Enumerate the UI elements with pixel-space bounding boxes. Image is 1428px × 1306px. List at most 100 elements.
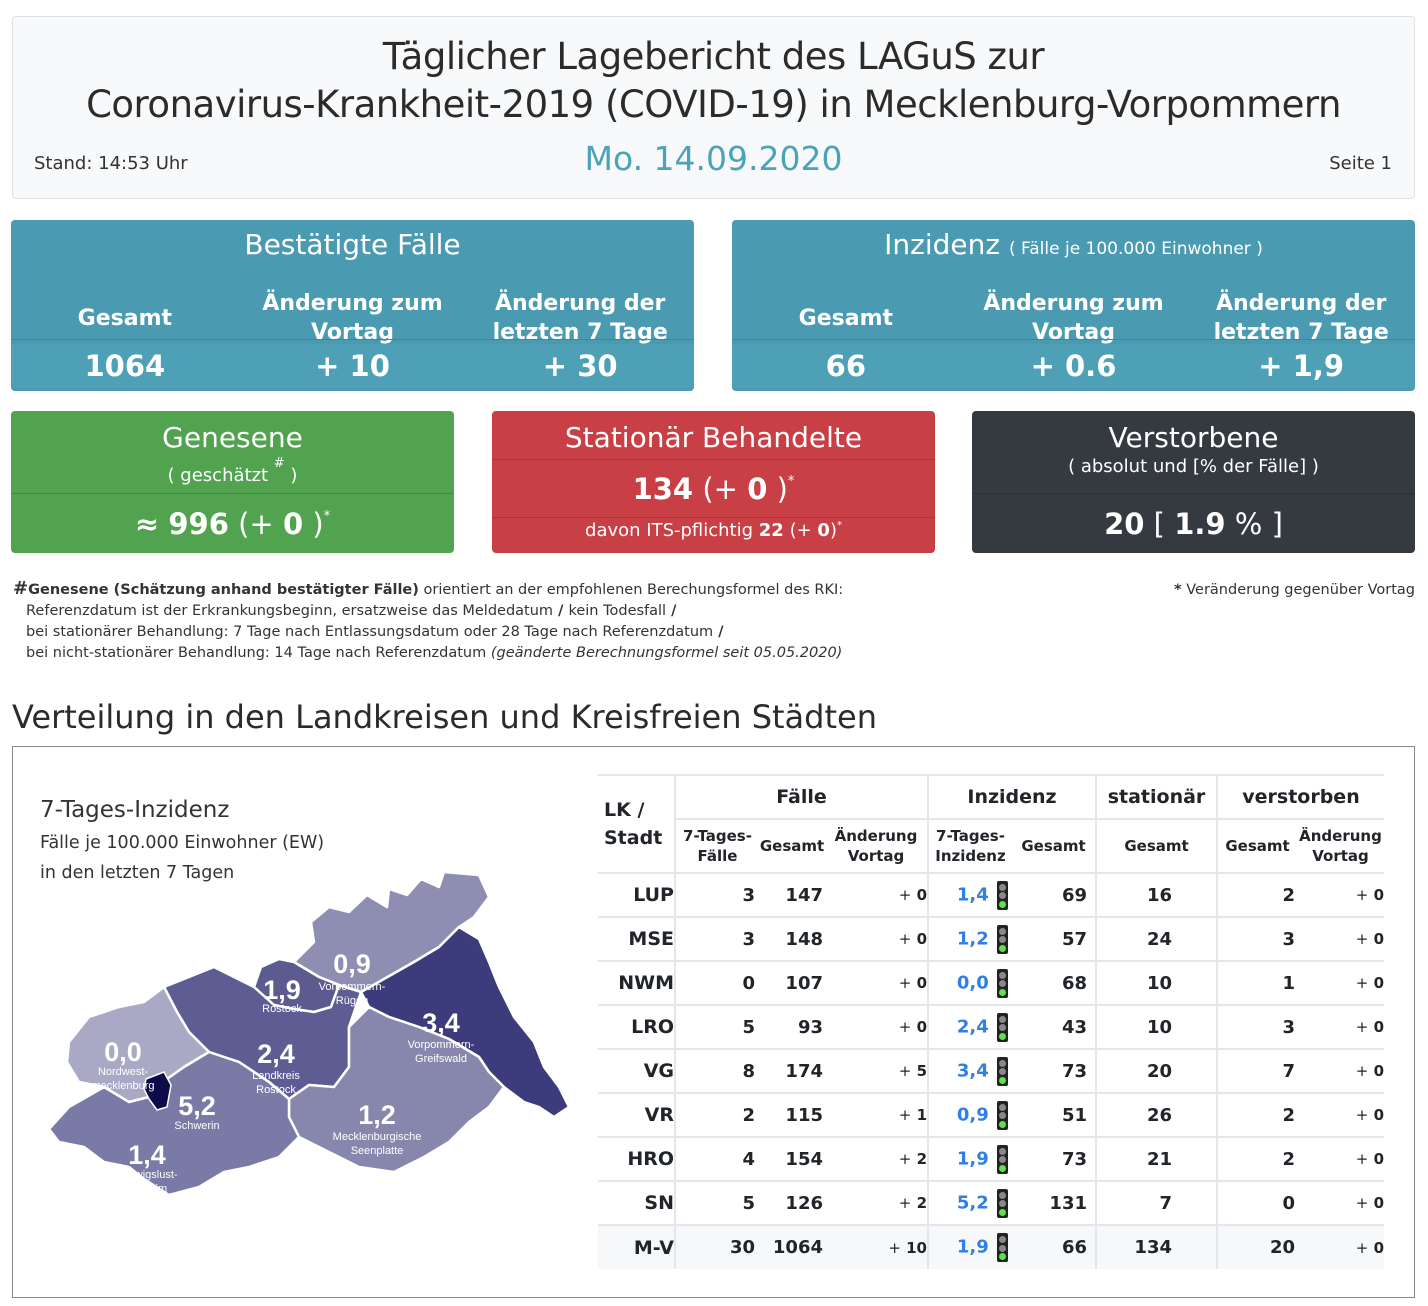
incidence-7days: 1,4 <box>927 872 1012 917</box>
district-name: VG <box>598 1048 675 1093</box>
map-value-lro: 2,4 <box>257 1039 295 1069</box>
card-title: Bestätigte Fälle <box>244 228 461 261</box>
cases-change: + 1 <box>825 1092 928 1137</box>
deaths-total: 3 <box>1216 1004 1297 1049</box>
deaths-card: Verstorbene ( absolut und [% der Fälle] … <box>972 411 1415 553</box>
page-number: Seite 1 <box>1329 153 1392 174</box>
cases-7days: 30 <box>674 1224 759 1269</box>
cases-change-value: 5 <box>916 1062 927 1080</box>
card-subtitle: ( absolut und [% der Fälle] ) <box>1068 456 1319 477</box>
cases-total: 126 <box>759 1180 825 1225</box>
deaths-change-value: 0 <box>1373 1194 1384 1212</box>
approx-sign: ≈ <box>134 507 160 541</box>
card-title: Genesene <box>162 421 303 454</box>
cases-change-value: 2 <box>916 1194 927 1212</box>
subheader-gesamt: Gesamt <box>1095 818 1217 873</box>
distribution-panel: 7-Tages- Inzidenz Fälle je 100.000 Einwoh… <box>12 746 1415 1298</box>
map-label-nwm: mecklenburg <box>92 1080 155 1092</box>
map-value-sn: 5,2 <box>178 1091 216 1121</box>
deaths-change-value: 0 <box>1373 1106 1384 1124</box>
cases-change: + 0 <box>825 872 928 917</box>
slash: / <box>713 624 724 640</box>
map-label-lup: Ludwigslust- <box>116 1169 177 1181</box>
incidence-7days-value: 2,4 <box>956 1016 989 1037</box>
deaths-total: 20 <box>1216 1224 1297 1269</box>
incidence-7days-value: 0,9 <box>956 1104 989 1125</box>
its-change: 0 <box>817 520 830 541</box>
incidence-total: 73 <box>1012 1048 1096 1093</box>
map-label-mse: Mecklenburgische <box>333 1131 422 1143</box>
star-mark: * <box>1174 582 1182 598</box>
map-label-vr: Vorpommern- <box>319 981 386 993</box>
incidence-total: 51 <box>1012 1092 1096 1137</box>
plus-sign: + <box>1355 1106 1369 1124</box>
header-verstorben: verstorben <box>1216 774 1384 819</box>
deaths-change: + 0 <box>1297 960 1384 1005</box>
incidence-total: 66 <box>825 349 867 383</box>
hospitalized-total: 16 <box>1095 872 1217 917</box>
deaths-total: 3 <box>1216 916 1297 961</box>
deaths-total: 2 <box>1216 1136 1297 1181</box>
header-text: Inzidenz <box>935 847 1006 865</box>
cases-total: 1064 <box>759 1224 825 1269</box>
cases-change-value: 10 <box>906 1238 927 1257</box>
slash: / <box>553 603 569 619</box>
incidence-total: 131 <box>1012 1180 1096 1225</box>
cases-change-value: 2 <box>916 1150 927 1168</box>
col-total-label: Gesamt <box>798 305 894 331</box>
table-row-total: M-V 30 1064 + 10 1,9 66 134 20 + 0 <box>598 1224 1384 1269</box>
card-title: Stationär Behandelte <box>564 421 863 454</box>
report-title-line2: Coronavirus-Krankheit-2019 (COVID-19) in… <box>86 83 1341 126</box>
cases-change-value: 1 <box>916 1106 927 1124</box>
cases-change-value: 0 <box>916 1018 927 1036</box>
deaths-change: + 0 <box>1297 1136 1384 1181</box>
deaths-change-value: 0 <box>1373 974 1384 992</box>
map-value-hro: 1,9 <box>263 975 301 1005</box>
plus-sign: + <box>1355 1194 1369 1212</box>
map-subtitle: in den letzten 7 Tagen <box>40 863 235 883</box>
map-label-vr: Rügen <box>336 995 368 1007</box>
cases-change: + 10 <box>825 1224 928 1269</box>
plus-sign: + <box>1355 1062 1369 1080</box>
district-name: M-V <box>598 1224 675 1269</box>
deaths-change: + 0 <box>1297 916 1384 961</box>
deaths-total: 0 <box>1216 1180 1297 1225</box>
plus-sign: + <box>898 1106 912 1124</box>
map-label-vg: Greifswald <box>415 1053 467 1065</box>
map-label-hro: Rostock <box>262 1003 302 1015</box>
table-row: MSE 3 148 + 0 1,2 57 24 3 + 0 <box>598 916 1384 961</box>
hospitalized-total: 20 <box>1095 1048 1217 1093</box>
deaths-change-value: 0 <box>1373 1062 1384 1080</box>
cases-change-value: 0 <box>916 886 927 904</box>
bracket-open: [ <box>1153 507 1165 541</box>
region-mse <box>287 1005 506 1174</box>
incidence-7days-value: 1,9 <box>956 1236 989 1258</box>
incidence-total: 43 <box>1012 1004 1096 1049</box>
its-label: davon ITS-pflichtig <box>585 520 754 541</box>
hospitalized-value: 134 <box>632 472 694 506</box>
section-title: Verteilung in den Landkreisen und Kreisf… <box>12 698 877 736</box>
report-date: Mo. 14.09.2020 <box>584 139 843 178</box>
deaths-change-value: 0 <box>1373 1018 1384 1036</box>
traffic-light-icon <box>997 968 1008 998</box>
traffic-light-icon <box>997 1188 1008 1218</box>
district-name: LUP <box>598 872 675 917</box>
hospitalized-total: 10 <box>1095 1004 1217 1049</box>
district-table: LK / Stadt Fälle Inzidenz stationär verst… <box>598 774 1384 1269</box>
plus-sign: + <box>898 1194 912 1212</box>
deaths-value: 20 <box>1104 507 1145 541</box>
cases-7days: 3 <box>674 872 759 917</box>
traffic-light-icon <box>997 1012 1008 1042</box>
deaths-change: + 0 <box>1297 1004 1384 1049</box>
incidence-7days-value: 1,4 <box>956 884 989 905</box>
cases-change: + 2 <box>825 1180 928 1225</box>
divider <box>11 493 454 494</box>
footnote-formula-note: (geänderte Berechnungsformel seit 05.05.… <box>490 645 843 661</box>
map-label-sn: Schwerin <box>174 1120 219 1132</box>
deaths-total: 2 <box>1216 1092 1297 1137</box>
incidence-7days-value: 0,0 <box>956 972 989 993</box>
map-label-vg: Vorpommern- <box>408 1039 475 1051</box>
plus-sign: + <box>898 930 912 948</box>
subheader-aenderung: Änderung Vortag <box>1297 818 1384 873</box>
map-subtitle: Fälle je 100.000 Einwohner (EW) <box>40 833 325 853</box>
